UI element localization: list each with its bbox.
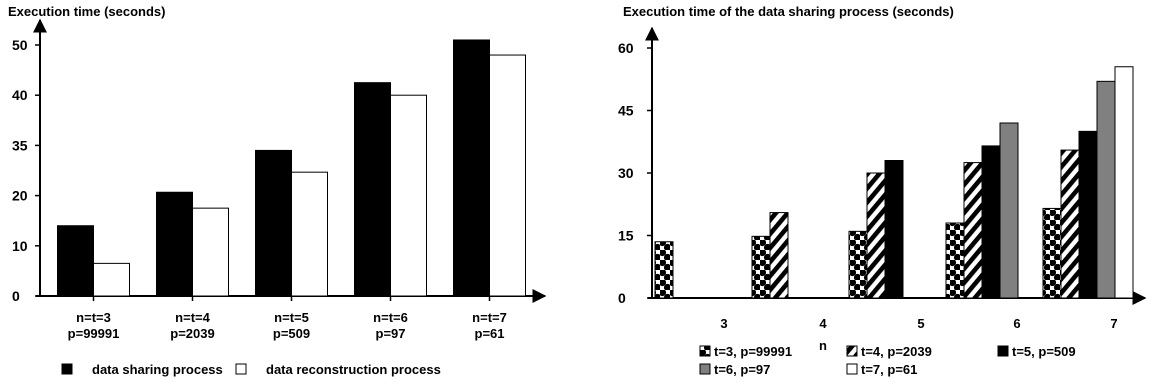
chart2-x-tick-label: 5	[917, 316, 924, 331]
chart1-y-tick-label: 40	[12, 87, 28, 103]
chart2-legend-label: t=4, p=2039	[861, 344, 932, 359]
chart1-y-tick-label: 10	[12, 238, 28, 254]
chart2-y-tick-label: 30	[618, 165, 634, 181]
chart1-x-tick-label: p=99991	[68, 326, 120, 341]
chart2-bar	[769, 212, 789, 299]
chart1-x-tick-label: p=61	[475, 326, 505, 341]
chart2-bars	[654, 66, 1134, 299]
chart2-x-tick-label: 7	[1110, 316, 1117, 331]
chart1-legend-label: data reconstruction process	[266, 362, 441, 377]
chart2-y-tick-label: 45	[618, 103, 634, 119]
chart2-bar	[999, 122, 1019, 299]
chart1-x-tick-label: n=t=7	[472, 310, 507, 325]
chart1-x-tick-label: n=t=3	[76, 310, 111, 325]
chart2-legend-swatch	[699, 363, 711, 375]
chart2-x-tick-label: 4	[819, 316, 827, 331]
chart1-bar	[255, 149, 292, 297]
chart2-y-tick-label: 60	[618, 40, 634, 56]
chart1-x-tick-label: p=97	[376, 326, 406, 341]
chart2-bar	[963, 162, 983, 299]
chart2-bar	[1060, 149, 1080, 299]
chart2-x-tick-label: 3	[720, 316, 727, 331]
chart2-title: Execution time of the data sharing proce…	[623, 4, 954, 19]
chart1-legend-label: data sharing process	[92, 362, 223, 377]
chart1-bars	[57, 39, 526, 297]
chart2-legend-swatch	[997, 345, 1009, 357]
chart1-y-tick-label: 35	[12, 137, 28, 153]
chart1-x-tick-label: p=509	[273, 326, 310, 341]
chart1-bar	[489, 54, 526, 297]
chart1-labels: 01020354050n=t=3p=99991n=t=4p=2039n=t=5p…	[12, 37, 507, 341]
chart2-bar	[884, 160, 904, 299]
chart2-x-axis-label: n	[819, 338, 827, 353]
chart2-bar	[1096, 80, 1116, 299]
chart2-bar	[1114, 66, 1134, 299]
chart2-legend-label: t=6, p=97	[714, 362, 770, 377]
chart2-legend-label: t=5, p=509	[1012, 344, 1076, 359]
chart2-bar	[866, 172, 886, 299]
chart1-bar	[291, 171, 328, 297]
chart2-y-tick-label: 15	[618, 228, 634, 244]
chart2-legend: t=3, p=99991 t=4, p=2039 t=5, p=509 t=6, p=…	[699, 344, 1076, 377]
chart1-legend: data sharing process data reconstruction …	[61, 362, 441, 377]
chart1-y-tick-label: 20	[12, 188, 28, 204]
chart1-y-tick-label: 50	[12, 37, 28, 53]
chart2-bar	[1078, 130, 1098, 299]
chart1-bar	[354, 82, 391, 297]
chart1-bar	[453, 39, 490, 297]
chart2-y-tick-label: 0	[618, 290, 626, 306]
chart1-bar	[390, 94, 427, 297]
chart2-legend-label: t=7, p=61	[861, 362, 917, 377]
chart2-bar	[654, 241, 674, 299]
chart2-legend-swatch	[846, 345, 858, 357]
chart2-bar	[981, 145, 1001, 299]
chart1-y-tick-label: 0	[12, 288, 20, 304]
chart1-x-tick-label: n=t=4	[175, 310, 210, 325]
chart2-x-tick-label: 6	[1013, 316, 1020, 331]
chart1-bar	[192, 207, 229, 297]
chart1-x-tick-label: p=2039	[170, 326, 214, 341]
chart1-title: Execution time (seconds)	[8, 4, 165, 19]
chart2-legend-label: t=3, p=99991	[714, 344, 792, 359]
chart2-bar	[1042, 207, 1062, 299]
chart2-bar	[751, 235, 771, 299]
chart2-legend-swatch	[699, 345, 711, 357]
chart2-bar	[848, 230, 868, 299]
chart1-x-tick-label: n=t=6	[373, 310, 408, 325]
chart1-x-tick-label: n=t=5	[274, 310, 309, 325]
chart2-legend-swatch	[846, 363, 858, 375]
chart1-bar	[93, 262, 130, 297]
chart1-bar	[57, 225, 94, 297]
chart1-legend-swatch	[235, 363, 247, 375]
chart2-bar	[945, 222, 965, 299]
chart1-legend-swatch	[61, 363, 73, 375]
chart1-bar	[156, 191, 193, 297]
